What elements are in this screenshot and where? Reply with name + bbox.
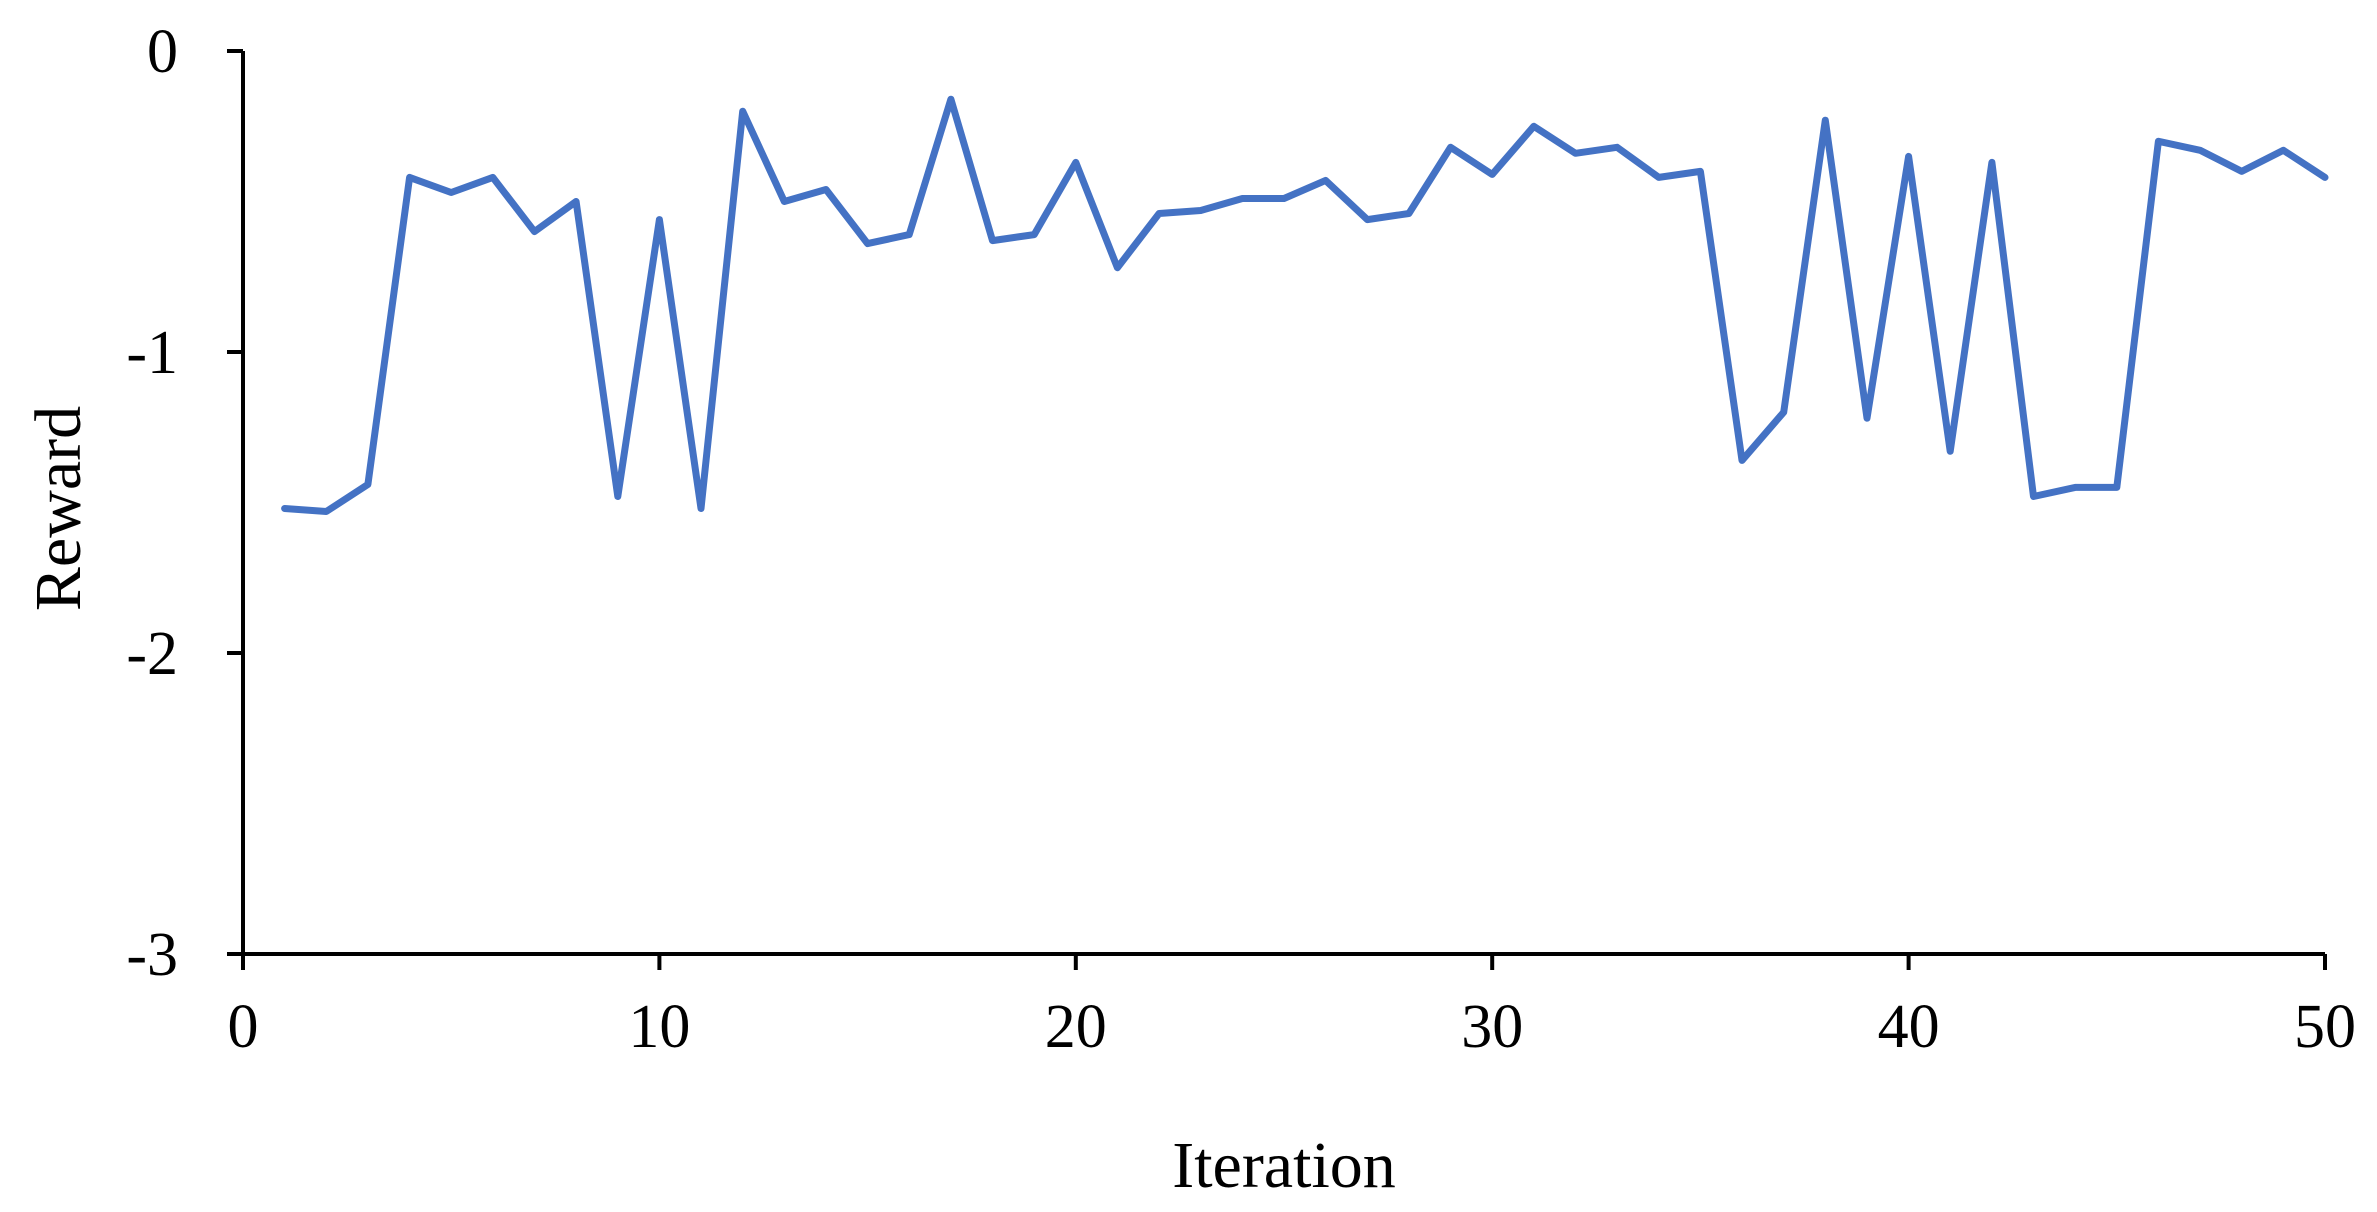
data-point: [2113, 484, 2120, 491]
data-point: [1197, 207, 1204, 214]
data-point: [1322, 177, 1329, 184]
data-point: [2280, 147, 2287, 154]
data-point: [1489, 171, 1496, 178]
x-tick-label: 0: [228, 993, 259, 1061]
data-point: [1947, 448, 1954, 455]
y-tick-label: -2: [126, 620, 178, 688]
data-point: [1281, 195, 1288, 202]
data-point: [1239, 195, 1246, 202]
data-point: [1031, 231, 1038, 238]
x-tick-label: 30: [1461, 993, 1523, 1061]
data-point: [1739, 457, 1746, 464]
data-point: [2238, 168, 2245, 175]
x-axis-title: Iteration: [1172, 1129, 1396, 1202]
data-point: [1780, 409, 1787, 416]
data-point: [1364, 216, 1371, 223]
x-tick-label: 10: [628, 993, 690, 1061]
series-group: [281, 95, 2329, 515]
data-point: [364, 481, 371, 488]
data-point: [2072, 484, 2079, 491]
y-tick-label: 0: [147, 18, 178, 86]
data-point: [1822, 117, 1829, 124]
data-point: [698, 505, 705, 512]
data-point: [448, 189, 455, 196]
data-point: [1572, 150, 1579, 157]
data-point: [781, 198, 788, 205]
data-point: [406, 174, 413, 181]
data-point: [1905, 153, 1912, 160]
y-tick-label: -3: [126, 921, 178, 989]
data-point: [1614, 144, 1621, 151]
y-tick-label: -1: [126, 319, 178, 387]
x-tick-label: 20: [1045, 993, 1107, 1061]
data-point: [1072, 159, 1079, 166]
data-point: [1405, 210, 1412, 217]
data-point: [989, 237, 996, 244]
data-point: [947, 96, 954, 103]
axes: [241, 51, 2325, 956]
x-tick-label: 40: [1878, 993, 1940, 1061]
data-point: [906, 231, 913, 238]
data-point: [323, 508, 330, 515]
data-point: [531, 228, 538, 235]
data-point: [823, 186, 830, 193]
data-point: [2030, 493, 2037, 500]
data-point: [656, 216, 663, 223]
data-point: [614, 493, 621, 500]
data-point: [864, 240, 871, 247]
data-point: [489, 174, 496, 181]
reward-series-line: [281, 95, 2329, 515]
data-point: [573, 198, 580, 205]
data-point: [1447, 144, 1454, 151]
y-axis-title: Reward: [22, 406, 95, 611]
data-point: [1864, 415, 1871, 422]
data-point: [2322, 174, 2329, 181]
data-point: [2155, 138, 2162, 145]
y-axis-ticks: 0 -1 -2 -3: [126, 18, 243, 989]
x-axis-ticks: 0 10 20 30 40 50: [228, 954, 2356, 1061]
x-tick-label: 50: [2294, 993, 2356, 1061]
data-point: [2197, 147, 2204, 154]
data-point: [739, 108, 746, 115]
data-point: [1156, 210, 1163, 217]
data-point: [281, 505, 288, 512]
data-point: [1697, 168, 1704, 175]
data-point: [1988, 159, 1995, 166]
data-point: [1530, 123, 1537, 130]
data-point: [1655, 174, 1662, 181]
data-point: [1114, 264, 1121, 271]
